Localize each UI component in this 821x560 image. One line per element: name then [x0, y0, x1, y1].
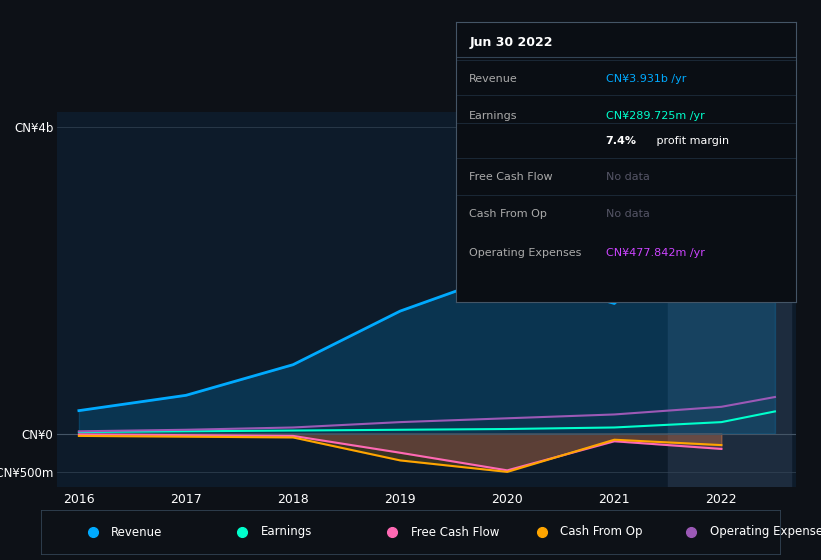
Text: Revenue: Revenue: [112, 525, 163, 539]
Text: CN¥3.931b /yr: CN¥3.931b /yr: [606, 74, 686, 84]
Text: profit margin: profit margin: [654, 136, 729, 146]
Text: Revenue: Revenue: [470, 74, 518, 84]
Text: Cash From Op: Cash From Op: [560, 525, 643, 539]
Text: Free Cash Flow: Free Cash Flow: [470, 172, 553, 182]
Bar: [667, 112, 791, 487]
Text: Operating Expenses: Operating Expenses: [470, 248, 581, 258]
Text: No data: No data: [606, 172, 649, 182]
Text: 7.4%: 7.4%: [606, 136, 636, 146]
Text: Operating Expenses: Operating Expenses: [709, 525, 821, 539]
Text: CN¥477.842m /yr: CN¥477.842m /yr: [606, 248, 704, 258]
Text: Earnings: Earnings: [261, 525, 312, 539]
Text: Cash From Op: Cash From Op: [470, 208, 547, 218]
Text: No data: No data: [606, 208, 649, 218]
Text: Free Cash Flow: Free Cash Flow: [410, 525, 499, 539]
Text: CN¥289.725m /yr: CN¥289.725m /yr: [606, 111, 704, 120]
Text: Earnings: Earnings: [470, 111, 518, 120]
Text: Jun 30 2022: Jun 30 2022: [470, 36, 553, 49]
